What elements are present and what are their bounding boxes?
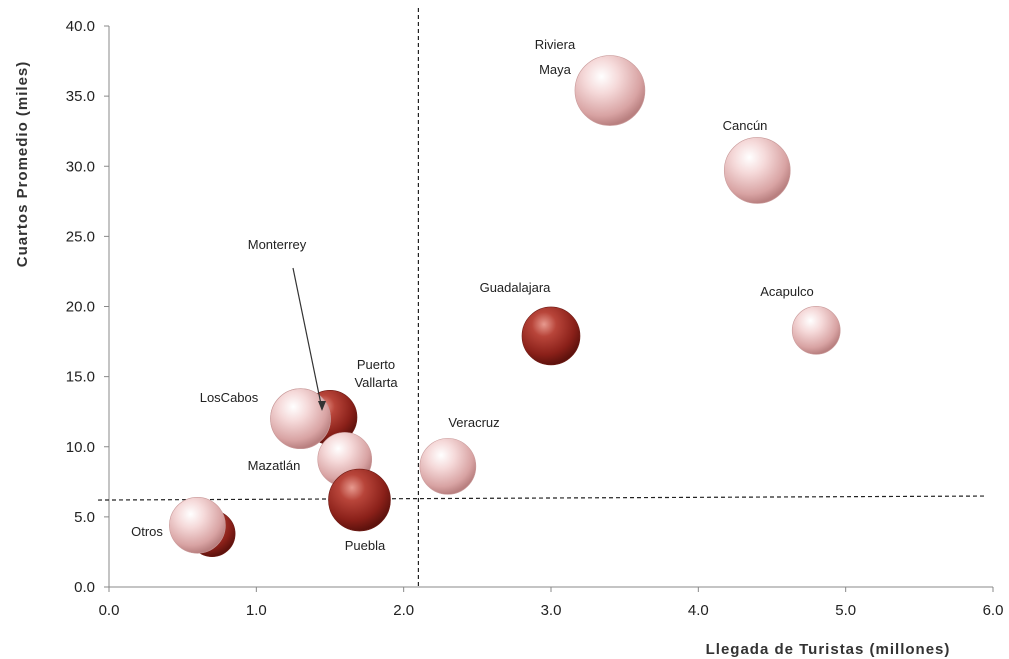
label-otros: Otros	[131, 524, 163, 539]
y-tick-label: 10.0	[66, 439, 95, 456]
label-vallarta-line: Puerto	[357, 357, 395, 372]
x-tick-label: 3.0	[541, 602, 562, 619]
label-riviera-line: Maya	[539, 62, 572, 77]
label-riviera-line: Riviera	[535, 37, 576, 52]
y-tick-label: 25.0	[66, 228, 95, 245]
x-tick-label: 0.0	[99, 602, 120, 619]
x-tick-label: 4.0	[688, 602, 709, 619]
label-riviera: Riviera Maya	[535, 37, 576, 77]
label-mazatlan: Mazatlán	[248, 458, 301, 473]
bubble-acapulco	[791, 306, 841, 355]
y-tick-label: 20.0	[66, 299, 95, 316]
label-veracruz-line: Veracruz	[448, 415, 499, 430]
label-puebla-line: Puebla	[345, 538, 386, 553]
bubble-puebla	[328, 468, 391, 532]
y-tick-label: 0.0	[74, 579, 95, 596]
label-puebla: Puebla	[345, 538, 386, 553]
bubble-canc-n	[723, 137, 791, 204]
bubbles	[169, 55, 841, 558]
y-tick-label: 15.0	[66, 369, 95, 386]
bubble-riviera-maya	[574, 55, 646, 126]
x-tick-label: 5.0	[835, 602, 856, 619]
label-guadalajara: Guadalajara	[480, 280, 552, 295]
horizontal-reference-line	[97, 495, 986, 501]
reference-lines	[97, 8, 986, 587]
label-otros-line: Otros	[131, 524, 163, 539]
y-tick-label: 35.0	[66, 88, 95, 105]
label-veracruz: Veracruz	[448, 415, 499, 430]
label-cancun-line: Cancún	[723, 118, 768, 133]
y-tick-label: 40.0	[66, 18, 95, 35]
label-vallarta-line: Vallarta	[354, 375, 398, 390]
label-monterrey-line: Monterrey	[248, 237, 307, 252]
x-tick-label: 2.0	[393, 602, 414, 619]
label-acapulco-line: Acapulco	[760, 284, 813, 299]
label-cancun: Cancún	[723, 118, 768, 133]
label-loscabos: LosCabos	[200, 390, 259, 405]
label-monterrey: Monterrey	[248, 237, 307, 252]
label-loscabos-line: LosCabos	[200, 390, 259, 405]
label-acapulco: Acapulco	[760, 284, 813, 299]
bubble-otros	[169, 496, 226, 554]
y-tick-label: 30.0	[66, 158, 95, 175]
bubble-veracruz	[419, 438, 477, 495]
x-tick-label: 1.0	[246, 602, 267, 619]
label-guadalajara-line: Guadalajara	[480, 280, 552, 295]
label-mazatlan-line: Mazatlán	[248, 458, 301, 473]
bubble-guadalajara	[521, 306, 581, 366]
axes: 0.0 1.0 2.0 3.0 4.0 5.0 6.0 0.0 5.0 10.0 15.0 20.0 2…	[66, 18, 1004, 619]
monterrey-pointer-line	[292, 267, 323, 410]
bubble-los-cabos	[270, 388, 331, 450]
point-labels: Riviera Maya Cancún Acapulco Guadalajara Vera…	[131, 37, 814, 553]
y-tick-label: 5.0	[74, 509, 95, 526]
y-axis-title: Cuartos Promedio (miles)	[14, 61, 31, 268]
x-tick-label: 6.0	[983, 602, 1004, 619]
monterrey-pointer-arrowhead	[318, 401, 326, 411]
x-axis-title: Llegada de Turistas (millones)	[706, 641, 951, 658]
label-vallarta: Puerto Vallarta	[354, 357, 398, 390]
